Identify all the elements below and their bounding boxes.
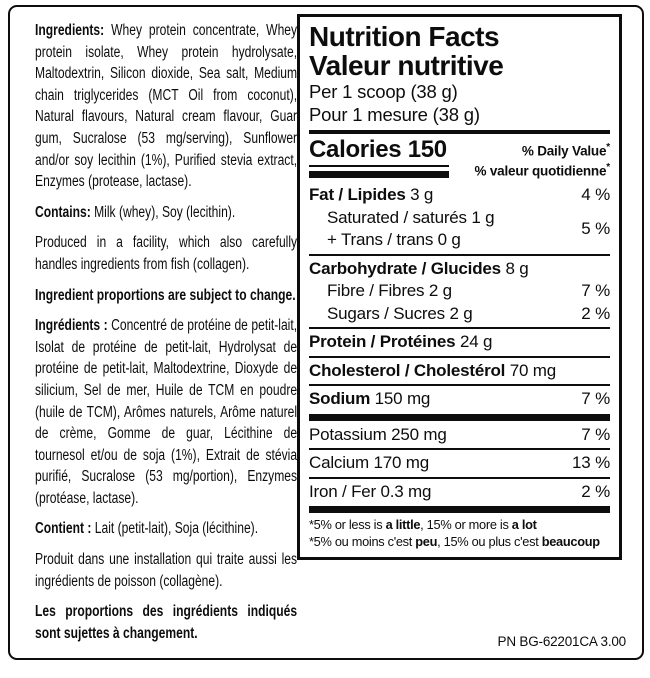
calories-block: Calories 150 (309, 137, 449, 178)
paragraph-text: Milk (whey), Soy (lecithin). (90, 203, 236, 221)
calories-underline-thick (309, 171, 449, 178)
asterisk: * (606, 161, 610, 173)
label-outer-border (8, 5, 644, 660)
potassium-daily-value: 7 % (581, 424, 610, 444)
nutrient-row-sodium: Sodium 150 mg 7 % (309, 388, 610, 411)
daily-value-header-en: % Daily Value* (521, 142, 610, 159)
paragraph-label: Ingrédients : (35, 317, 108, 335)
sodium-daily-value: 7 % (581, 389, 610, 408)
nutrient-row-protein: Protein / Protéines 24 g (309, 332, 493, 351)
paragraph-text: Produit dans une installation qui traite… (35, 551, 298, 590)
nutrient-row-carbohydrate: Carbohydrate / Glucides 8 g (309, 258, 529, 278)
nutrient-row-saturated: Saturated / saturés 1 g (327, 207, 495, 227)
divider-thin (309, 327, 610, 329)
nutrient-row-iron: Iron / Fer 0.3 mg 2 % (309, 481, 610, 504)
nutrient-row-sugars: Sugars / Sucres 2 g 2 % (309, 303, 610, 326)
divider-thick (309, 413, 610, 421)
contains-paragraph-en: Contains: Milk (whey), Soy (lecithin). (35, 202, 297, 224)
paragraph-text: Whey protein concentrate, Whey protein i… (35, 22, 298, 191)
facility-paragraph-en: Produced in a facility, which also caref… (35, 232, 297, 275)
sugars-daily-value: 2 % (581, 303, 610, 323)
saturated-trans-daily-value: 5 % (581, 218, 610, 238)
paragraph-label: Ingredient proportions are subject to ch… (35, 286, 296, 304)
ingredients-text-block: Ingredients: Whey protein concentrate, W… (35, 20, 297, 644)
nutrient-row-trans: + Trans / trans 0 g (327, 230, 461, 249)
ingredients-paragraph-en: Ingredients: Whey protein concentrate, W… (35, 20, 297, 193)
footnote-fr: *5% ou moins c'est peu, 15% ou plus c'es… (309, 533, 600, 549)
paragraph-label: Contient : (35, 520, 92, 538)
calcium-daily-value: 13 % (572, 453, 610, 472)
fat-daily-value: 4 % (581, 185, 610, 204)
calories-number: 150 (407, 136, 447, 163)
divider-thin (309, 476, 610, 479)
ingredients-paragraph-fr: Ingrédients : Concentré de protéine de p… (35, 315, 297, 509)
facility-paragraph-fr: Produit dans une installation qui traite… (35, 549, 297, 592)
saturated-trans-group: Saturated / saturés 1 g + Trans / trans … (309, 207, 610, 252)
nutrient-row-cholesterol: Cholesterol / Cholestérol 70 mg (309, 360, 556, 380)
divider-thin (309, 253, 610, 256)
part-number: PN BG-62201CA 3.00 (497, 634, 627, 649)
footnote-en: *5% or less is a little, 15% or more is … (309, 517, 537, 532)
calories-underline-thin (309, 165, 449, 167)
nutrient-row-fat: Fat / Lipides 3 g 4 % (309, 184, 610, 207)
fibre-daily-value: 7 % (581, 281, 610, 300)
paragraph-text: Lait (petit-lait), Soja (lécithine). (91, 520, 259, 538)
nutrient-row-potassium: Potassium 250 mg 7 % (309, 424, 610, 447)
paragraph-label: Les proportions des ingrédients indiqués… (35, 603, 298, 642)
serving-size-en: Per 1 scoop (38 g) (309, 81, 458, 102)
asterisk: * (606, 142, 610, 153)
nutrition-facts-panel: Nutrition Facts Valeur nutritive Per 1 s… (297, 14, 622, 560)
contains-paragraph-fr: Contient : Lait (petit-lait), Soja (léci… (35, 518, 297, 540)
calories-value: Calories 150 (309, 137, 449, 163)
daily-value-header-fr: % valeur quotidienne* (474, 161, 611, 179)
serving-size-fr: Pour 1 mesure (38 g) (309, 104, 480, 125)
calories-label: Calories (309, 136, 402, 163)
divider-thick (309, 506, 610, 513)
paragraph-label: Ingredients: (35, 22, 105, 39)
nutrition-title-en: Nutrition Facts (309, 21, 500, 52)
nutrient-row-calcium: Calcium 170 mg 13 % (309, 452, 610, 475)
daily-value-header: % Daily Value* % valeur quotidienne* (474, 137, 611, 179)
divider-thin (309, 355, 610, 358)
calories-header-row: Calories 150 % Daily Value* % valeur quo… (309, 137, 610, 179)
divider-thin (309, 384, 610, 386)
proportions-notice-fr: Les proportions des ingrédients indiqués… (35, 601, 297, 644)
divider-medium (309, 130, 610, 134)
paragraph-text: Produced in a facility, which also caref… (35, 234, 298, 273)
proportions-notice-en: Ingredient proportions are subject to ch… (35, 285, 297, 307)
nutrient-row-fibre: Fibre / Fibres 2 g 7 % (309, 280, 610, 303)
divider-thin (309, 448, 610, 450)
ingredients-panel: Ingredients: Whey protein concentrate, W… (35, 20, 297, 653)
paragraph-label: Contains: (35, 203, 91, 221)
iron-daily-value: 2 % (581, 481, 610, 501)
paragraph-text: Concentré de protéine de petit-lait, Iso… (35, 317, 298, 507)
nutrition-title-fr: Valeur nutritive (309, 50, 504, 81)
